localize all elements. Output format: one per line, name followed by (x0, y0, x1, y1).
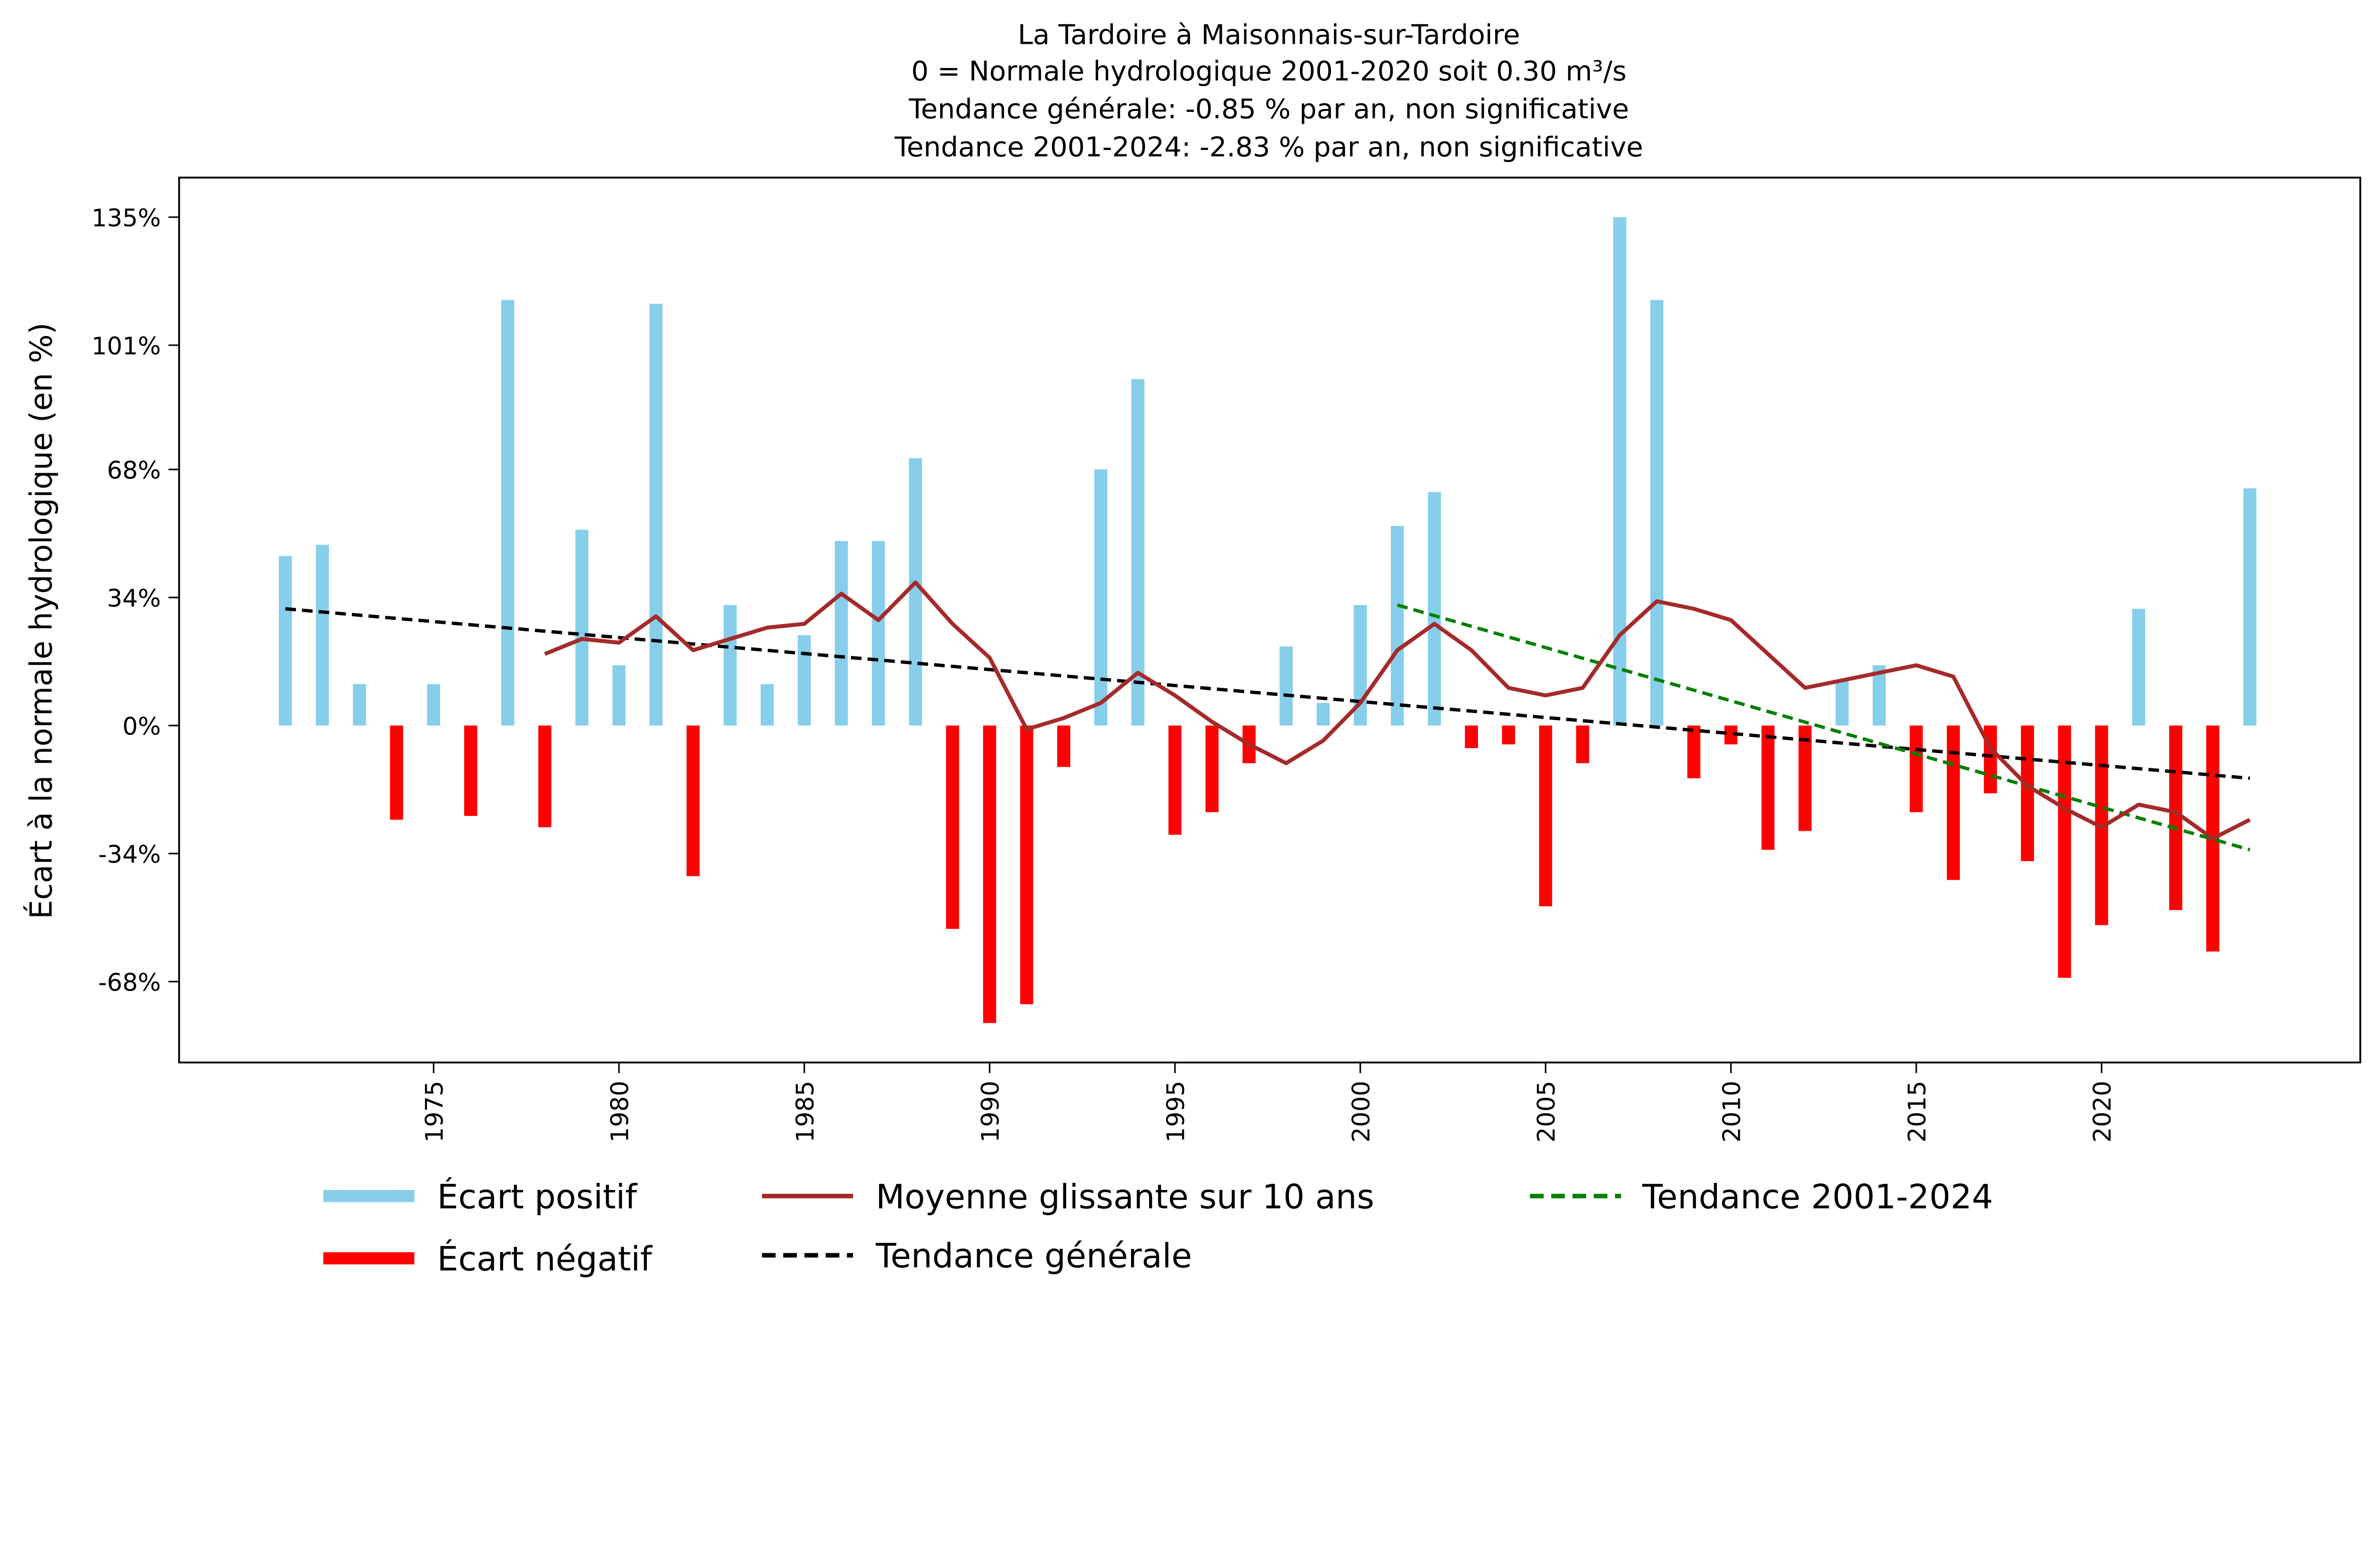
bar-positive (649, 304, 663, 726)
trend-recent-line (1397, 603, 2251, 852)
bar-negative (464, 725, 477, 816)
title-line-1: La Tardoire à Maisonnais-sur-Tardoire (1018, 19, 1520, 50)
bar-positive (501, 300, 515, 726)
bar-negative (1576, 725, 1589, 764)
bar-negative (946, 725, 959, 929)
bar-positive (316, 545, 329, 726)
y-tick-label: -68% (98, 969, 161, 997)
x-tick-label: 2005 (1533, 1081, 1561, 1142)
legend-label-trend-recent: Tendance 2001-2024 (1642, 1177, 1993, 1216)
legend: Écart positif Écart négatif Moyenne glis… (323, 1177, 1993, 1279)
bar-positive (909, 458, 922, 726)
bar-negative (1687, 725, 1701, 778)
x-tick-label: 2000 (1348, 1081, 1376, 1142)
y-tick-label: -34% (98, 841, 161, 869)
bar-positive (353, 684, 366, 726)
bar-positive (1613, 217, 1626, 726)
moving-average-line (544, 580, 2251, 841)
bar-positive (1317, 703, 1330, 726)
bars (278, 217, 2257, 1023)
bar-negative (686, 725, 700, 876)
bar-negative (983, 725, 996, 1023)
bar-positive (1131, 379, 1145, 726)
x-tick-label: 1990 (977, 1081, 1005, 1142)
lines (285, 580, 2251, 852)
bar-negative (2169, 725, 2182, 910)
bar-negative (1761, 725, 1775, 850)
bar-positive (834, 541, 848, 726)
bar-positive (1650, 300, 1664, 726)
x-tick-label: 2020 (2089, 1081, 2117, 1142)
legend-label-positive: Écart positif (437, 1177, 638, 1216)
y-tick-label: 135% (91, 204, 161, 232)
bar-positive (427, 684, 440, 726)
bar-positive (575, 529, 589, 726)
title-line-4: Tendance 2001-2024: -2.83 % par an, non … (894, 131, 1643, 163)
x-tick-label: 1985 (792, 1081, 820, 1142)
bar-negative (1020, 725, 1033, 1004)
y-tick-label: 0% (122, 713, 161, 741)
x-axis: 1975 1980 1985 1990 1995 2000 2005 2010 2015 2020 (421, 1062, 2117, 1142)
x-tick-label: 1995 (1162, 1081, 1190, 1142)
title-line-3: Tendance générale: -0.85 % par an, non s… (908, 93, 1629, 125)
bar-positive (2132, 608, 2145, 726)
y-tick-label: 101% (91, 332, 161, 360)
bar-positive (724, 605, 737, 726)
bar-negative (1465, 725, 1478, 748)
bar-negative (1057, 725, 1071, 767)
y-tick-label: 34% (107, 585, 161, 613)
trend-general-line (285, 607, 2250, 780)
bar-negative (1539, 725, 1552, 906)
y-tick-label: 68% (107, 456, 161, 485)
x-tick-label: 2010 (1718, 1081, 1746, 1142)
plot-frame (178, 177, 2361, 1064)
bar-positive (761, 684, 774, 726)
bar-negative (538, 725, 552, 827)
bar-positive (1835, 680, 1849, 726)
bar-positive (1094, 469, 1108, 726)
bar-positive (278, 556, 292, 726)
bar-negative (2058, 725, 2071, 978)
chart: La Tardoire à Maisonnais-sur-Tardoire 0 … (23, 19, 2361, 1279)
bar-positive (1428, 492, 1441, 726)
bar-positive (1390, 526, 1404, 726)
bar-positive (612, 665, 626, 726)
bar-negative (1798, 725, 1812, 831)
bar-negative (1168, 725, 1182, 835)
bar-positive (797, 635, 811, 726)
y-axis: 135% 101% 68% 34% 0% -34% -68% (91, 204, 179, 997)
bar-positive (1279, 646, 1293, 726)
bar-negative (1205, 725, 1219, 813)
chart-title: La Tardoire à Maisonnais-sur-Tardoire 0 … (894, 19, 1643, 163)
bar-negative (2021, 725, 2034, 862)
x-tick-label: 2015 (1904, 1081, 1932, 1142)
x-tick-label: 1980 (606, 1081, 634, 1142)
legend-label-moving-average: Moyenne glissante sur 10 ans (876, 1177, 1374, 1216)
y-axis-label: Écart à la normale hydrologique (en %) (23, 323, 59, 919)
title-line-2: 0 = Normale hydrologique 2001-2020 soit … (911, 55, 1626, 87)
bar-negative (1946, 725, 1960, 880)
legend-label-negative: Écart négatif (437, 1240, 653, 1279)
bar-negative (390, 725, 403, 820)
bar-positive (2243, 488, 2257, 726)
legend-label-trend-general: Tendance générale (875, 1237, 1192, 1276)
x-tick-label: 1975 (421, 1081, 449, 1142)
bar-positive (872, 541, 885, 726)
bar-negative (1502, 725, 1515, 744)
bar-negative (1910, 725, 1923, 813)
